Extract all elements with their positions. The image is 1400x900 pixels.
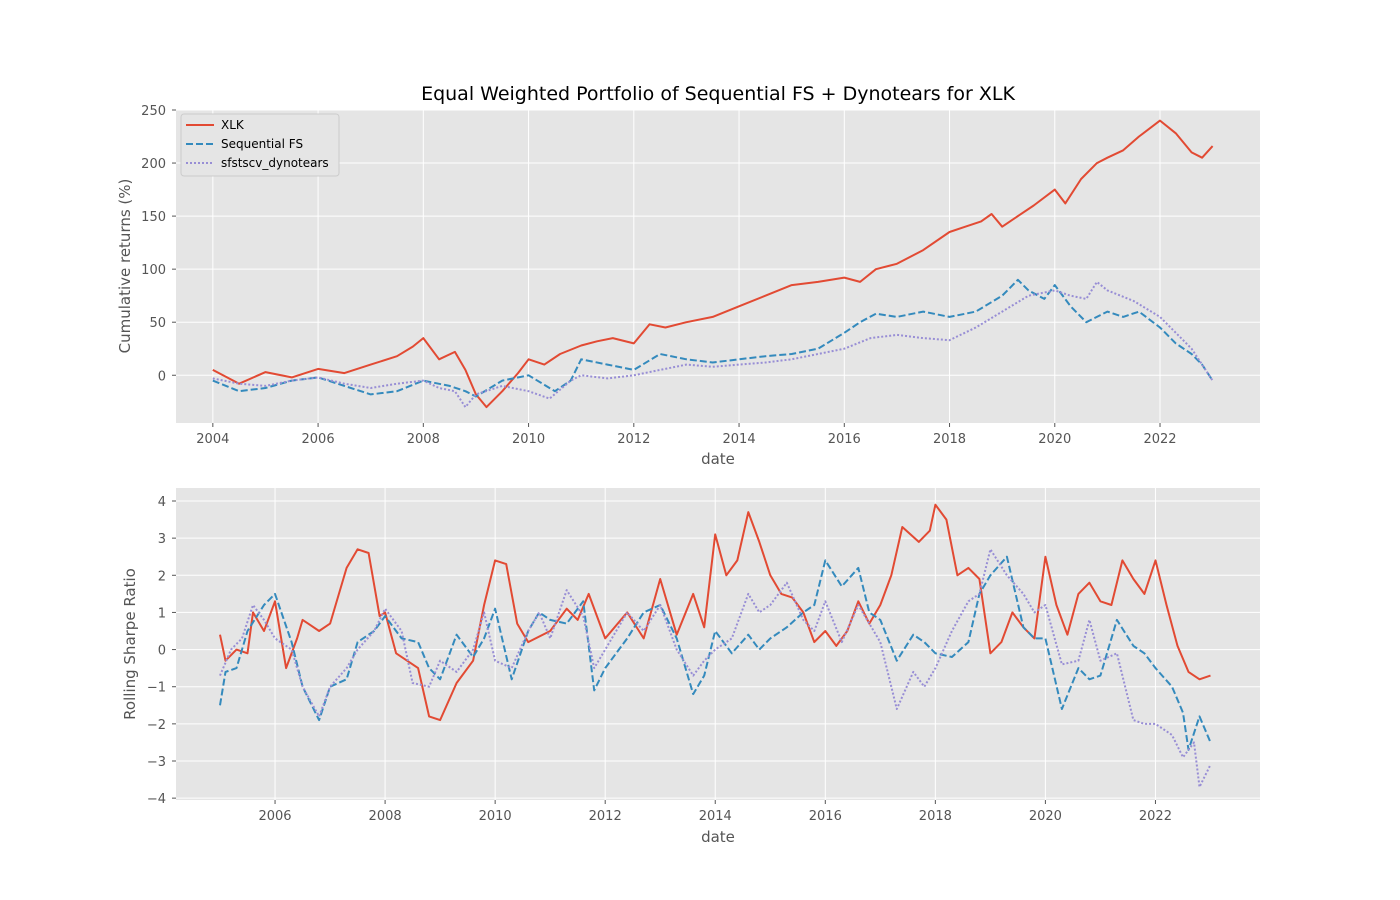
bottom-y-tick-label: 3 [158, 532, 166, 547]
top-x-tick-label: 2012 [617, 432, 650, 447]
top-x-axis-label: date [701, 450, 735, 468]
top-y-tick-label: 0 [158, 369, 166, 384]
bottom-y-tick-label: −2 [147, 718, 166, 733]
bottom-x-tick-label: 2022 [1139, 809, 1172, 824]
bottom-y-tick-label: −1 [147, 681, 166, 696]
top-panel: 2004 2006 2008 2010 2012 2014 2016 2018 2020 2022… [116, 104, 1260, 468]
top-series-lines [212, 119, 1214, 409]
bottom-x-ticks: 2006 2008 2010 2012 2014 2016 2018 2020 2022 [258, 800, 1172, 824]
bottom-x-tick-label: 2016 [809, 809, 842, 824]
bottom-x-tick-label: 2014 [699, 809, 732, 824]
top-series-line-xlk [212, 119, 1214, 409]
bottom-plot-area [176, 488, 1260, 800]
bottom-series-lines [219, 503, 1212, 788]
bottom-y-ticks: 4 3 2 1 0 −1 −2 −3 −4 [147, 495, 176, 807]
bottom-y-axis-label: Rolling Sharpe Ratio [121, 568, 139, 720]
bottom-y-tick-label: 2 [158, 569, 166, 584]
top-y-tick-label: 150 [141, 210, 166, 225]
top-x-tick-label: 2006 [302, 432, 335, 447]
top-y-tick-label: 250 [141, 104, 166, 119]
bottom-y-tick-label: 4 [158, 495, 166, 510]
top-y-tick-label: 200 [141, 157, 166, 172]
top-y-axis-label: Cumulative returns (%) [116, 179, 134, 354]
top-x-ticks: 2004 2006 2008 2010 2012 2014 2016 2018 2020 2022 [196, 423, 1177, 447]
chart-title: Equal Weighted Portfolio of Sequential F… [421, 83, 1015, 105]
top-x-tick-label: 2008 [407, 432, 440, 447]
top-x-tick-label: 2022 [1143, 432, 1176, 447]
bottom-series-line-sfstscv-dynotears [219, 548, 1212, 788]
top-y-tick-label: 50 [149, 316, 166, 331]
legend-box [180, 113, 340, 177]
bottom-y-tick-label: 1 [158, 606, 166, 621]
bottom-x-axis-label: date [701, 828, 735, 846]
top-x-tick-label: 2010 [512, 432, 545, 447]
top-x-tick-label: 2020 [1038, 432, 1071, 447]
bottom-y-tick-label: −3 [147, 755, 166, 770]
bottom-x-tick-label: 2020 [1029, 809, 1062, 824]
bottom-x-tick-label: 2012 [589, 809, 622, 824]
top-x-tick-label: 2018 [933, 432, 966, 447]
legend: XLK Sequential FS sfstscv_dynotears [180, 113, 340, 177]
top-y-tick-label: 100 [141, 263, 166, 278]
bottom-x-tick-label: 2008 [369, 809, 402, 824]
bottom-y-tick-label: −4 [147, 792, 166, 807]
bottom-x-tick-label: 2006 [258, 809, 291, 824]
legend-label-sfstscv-dynotears: sfstscv_dynotears [221, 156, 329, 170]
top-y-ticks: 0 50 100 150 200 250 [141, 104, 176, 384]
bottom-gridlines [176, 488, 1260, 800]
top-series-line-sequential-fs [212, 278, 1214, 398]
top-series-line-sfstscv-dynotears [212, 280, 1214, 409]
bottom-series-line-sequential-fs [219, 555, 1212, 751]
legend-label-sequential-fs: Sequential FS [221, 137, 303, 151]
top-plot-area [176, 110, 1260, 423]
bottom-x-tick-label: 2018 [919, 809, 952, 824]
bottom-series-line-xlk [219, 503, 1211, 722]
bottom-x-tick-label: 2010 [479, 809, 512, 824]
bottom-panel: 2006 2008 2010 2012 2014 2016 2018 2020 2022 4 3 2… [121, 488, 1260, 846]
top-gridlines [176, 109, 1260, 423]
top-x-tick-label: 2004 [196, 432, 229, 447]
top-x-tick-label: 2016 [828, 432, 861, 447]
top-x-tick-label: 2014 [723, 432, 756, 447]
bottom-y-tick-label: 0 [158, 644, 166, 659]
legend-label-xlk: XLK [221, 118, 245, 132]
